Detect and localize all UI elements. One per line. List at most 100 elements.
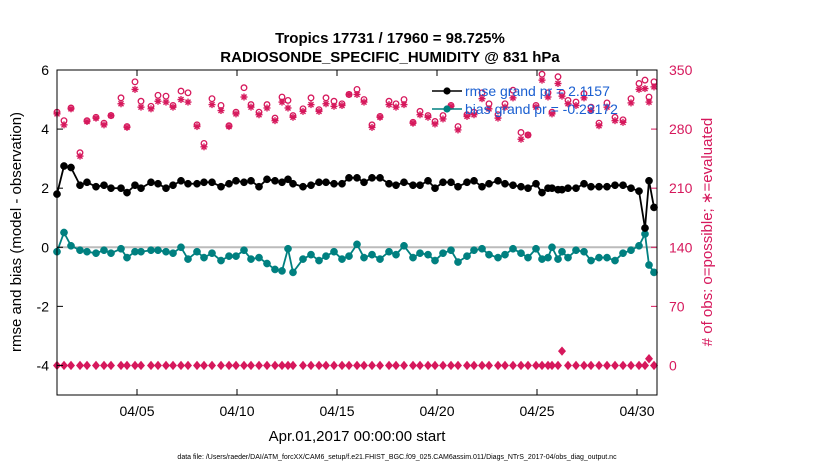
asterisk-stroke (185, 99, 191, 106)
rejected-obs-marker (524, 360, 532, 371)
bias-point (107, 249, 115, 258)
y-right-tick-label: 280 (669, 121, 693, 137)
evaluated-obs-marker (439, 115, 447, 123)
rmse-point (538, 188, 546, 197)
asterisk-stroke (479, 95, 485, 102)
rejected-obs-marker (107, 360, 115, 371)
evaluated-obs-marker (307, 101, 315, 109)
rejected-obs-marker (315, 360, 323, 371)
asterisk-stroke (486, 105, 492, 112)
legend-marker-bias (443, 105, 451, 113)
rejected-obs-marker (572, 360, 580, 371)
rejected-obs-marker (587, 360, 595, 371)
rmse-point (76, 181, 84, 190)
rejected-obs-marker (558, 346, 566, 356)
evaluated-obs-marker (485, 105, 493, 113)
bias-point (485, 250, 493, 259)
bias-point (368, 250, 376, 259)
rmse-point (611, 181, 619, 190)
asterisk-stroke (285, 104, 291, 111)
rmse-point (247, 176, 255, 185)
rejected-obs-marker (338, 360, 346, 371)
rmse-point (169, 181, 177, 190)
rejected-obs-marker (454, 360, 462, 371)
rejected-obs-marker (603, 360, 611, 371)
rejected-obs-marker (385, 360, 393, 371)
rmse-point (619, 181, 627, 190)
rejected-obs-marker (619, 360, 627, 371)
evaluated-obs-marker (641, 85, 649, 93)
rejected-obs-marker (169, 360, 177, 371)
legend-label-bias: bias grand pr = -0.23172 (465, 101, 618, 117)
bias-point (385, 247, 393, 256)
rejected-obs-marker (538, 360, 546, 371)
bias-point (501, 250, 509, 259)
asterisk-stroke (386, 101, 392, 108)
rmse-point (400, 178, 408, 187)
bias-point (289, 268, 297, 277)
asterisk-stroke (218, 107, 224, 114)
data-file-footnote: data file: /Users/raeder/DAI/ATM_forcXX/… (177, 454, 617, 461)
rejected-obs-marker (232, 360, 240, 371)
bias-point (247, 255, 255, 263)
asterisk-stroke (178, 96, 184, 103)
rmse-point (470, 176, 478, 185)
evaluated-obs-marker (353, 90, 361, 98)
evaluated-obs-marker (416, 111, 424, 119)
possible-obs-marker (554, 73, 562, 81)
asterisk-stroke (401, 101, 407, 108)
rmse-point (330, 179, 338, 188)
rmse-point (454, 182, 462, 191)
bias-point (184, 255, 192, 263)
rmse-point (232, 176, 240, 185)
rmse-point (255, 182, 263, 191)
rmse-point (524, 184, 532, 193)
y-tick-label: 4 (41, 121, 49, 137)
asterisk-stroke (256, 111, 262, 118)
rmse-point (517, 182, 525, 191)
rmse-point (208, 178, 216, 187)
evaluated-obs-marker (184, 98, 192, 106)
asterisk-stroke (612, 117, 618, 124)
legend: rmse grand pr = 2.1157 bias grand pr = -… (432, 83, 618, 117)
bias-point (554, 255, 562, 263)
bias-point (117, 244, 125, 253)
asterisk-stroke (84, 118, 90, 125)
rmse-line-segment (56, 165, 65, 195)
y-right-tick-label: 140 (669, 239, 693, 255)
evaluated-obs-marker (76, 152, 84, 160)
bias-point (524, 253, 532, 262)
rmse-point (595, 182, 603, 191)
rejected-obs-marker (137, 360, 145, 371)
bias-point (92, 249, 100, 258)
bias-point (494, 253, 502, 262)
asterisk-stroke (226, 123, 232, 130)
rmse-point (289, 179, 297, 188)
evaluated-obs-marker (137, 103, 145, 111)
asterisk-stroke (138, 104, 144, 111)
evaluated-obs-marker (67, 105, 75, 113)
asterisk-stroke (545, 94, 551, 101)
rmse-point (447, 178, 455, 187)
evaluated-obs-marker (558, 92, 566, 100)
rejected-obs-marker (307, 360, 315, 371)
rmse-point (162, 184, 170, 193)
asterisk-stroke (410, 120, 416, 127)
asterisk-stroke (533, 104, 539, 111)
rejected-obs-marker (263, 360, 271, 371)
bias-point (322, 252, 330, 260)
asterisk-stroke (155, 98, 161, 105)
asterisk-stroke (651, 83, 657, 90)
evaluated-obs-marker (162, 98, 170, 106)
asterisk-stroke (170, 104, 176, 111)
bias-point (271, 265, 279, 274)
possible-obs-marker (240, 84, 248, 92)
bias-point (299, 255, 307, 263)
asterisk-stroke (604, 104, 610, 111)
rmse-point (322, 178, 330, 187)
rmse-point (587, 182, 595, 191)
asterisk-stroke (148, 105, 154, 112)
rejected-obs-marker (353, 360, 361, 371)
bias-line-segment (644, 233, 650, 266)
bias-line-segment (287, 248, 294, 273)
